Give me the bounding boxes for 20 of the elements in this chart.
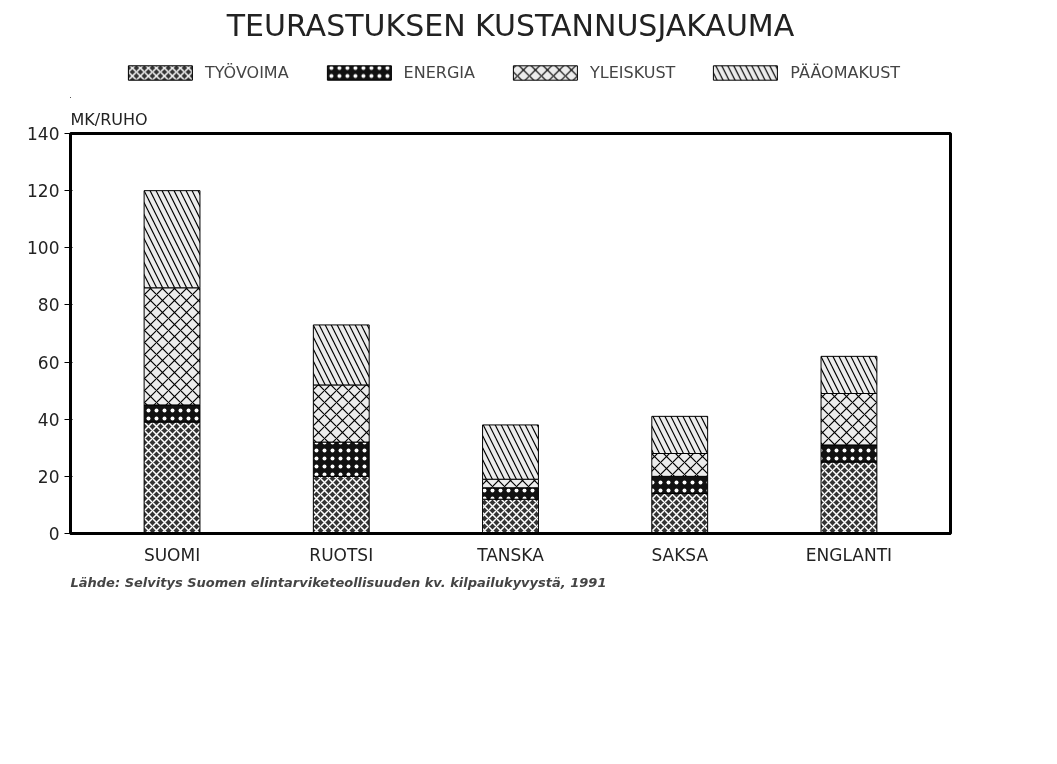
x-tick-label: TANSKA [476, 544, 545, 565]
x-tick-label: RUOTSI [309, 544, 374, 565]
y-tick-label: 60 [37, 352, 60, 373]
y-tick-label: 0 [48, 524, 60, 544]
legend-label: PÄÄOMAKUST [790, 62, 901, 82]
y-tick-label: 80 [37, 295, 60, 316]
y-tick-label: 120 [27, 181, 60, 202]
chart-title: TEURASTUKSEN KUSTANNUSJAKAUMA [225, 7, 795, 43]
legend-label: TYÖVOIMA [204, 62, 289, 82]
text: Lähde: Selvitys Suomen elintarviketeollisuuden kv. kilpailukyvystä, 1991 [70, 574, 607, 590]
y-axis-title: MK/RUHO [70, 109, 148, 129]
x-tick-label: SUOMI [143, 544, 201, 565]
y-tick-label: 140 [27, 124, 60, 144]
x-tick-label: ENGLANTI [805, 544, 893, 565]
y-tick-label: 20 [37, 466, 60, 487]
legend-label: ENERGIA [403, 62, 475, 82]
legend-label: YLEISKUST [589, 62, 676, 82]
y-tick-label: 100 [27, 238, 60, 259]
y-tick-label: 40 [37, 409, 60, 430]
x-tick-label: SAKSA [651, 544, 709, 565]
